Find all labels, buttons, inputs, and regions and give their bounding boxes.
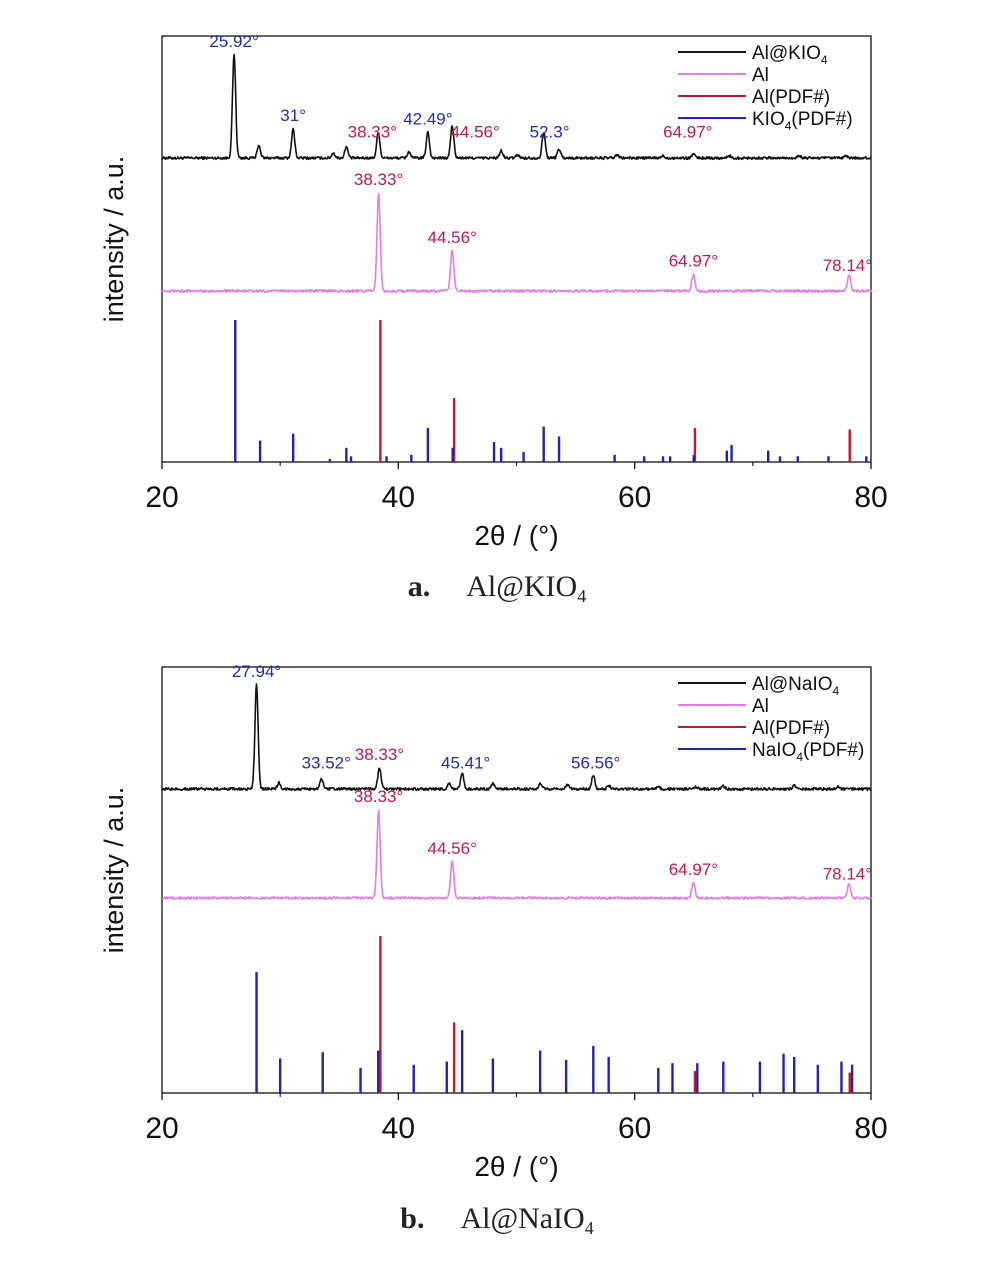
- c2-legend-label: Al@NaIO4: [752, 674, 840, 698]
- c1-peak-annotation: 64.97°: [663, 123, 712, 142]
- c2-peak-annotation: 38.33°: [355, 745, 404, 764]
- c1-peak-annotation: 25.92°: [209, 32, 258, 51]
- c2-peak-annotation: 78.14°: [823, 864, 872, 883]
- c2-peak-annotation: 45.41°: [441, 754, 490, 773]
- c2-peak-annotation: 64.97°: [669, 860, 718, 879]
- xrd-plot-b: 20 40 60 80 2θ / (°) intensity / a.u. 27.94° 33…: [99, 662, 888, 1182]
- c1-legend-label: Al(PDF#): [752, 87, 830, 108]
- c1-peak-annotation: 44.56°: [428, 228, 477, 247]
- c1-peak-annotation: 38.33°: [354, 170, 403, 189]
- caption-a-main: Al@KIO: [466, 570, 578, 603]
- c1-x-tick-label: 40: [382, 481, 415, 514]
- c1-x-tick-label: 60: [618, 481, 651, 514]
- c2-peak-annotation: 44.56°: [428, 839, 477, 858]
- caption-a: a. Al@KIO4: [0, 570, 994, 607]
- c1-peak-annotation: 31°: [280, 106, 306, 125]
- c1-series-pattern-1: [161, 192, 872, 293]
- c1-y-axis-label: intensity / a.u.: [99, 156, 129, 323]
- caption-b-tag: b.: [400, 1202, 425, 1235]
- c1-x-tick-label: 20: [145, 481, 178, 514]
- c2-x-tick-label: 80: [854, 1112, 887, 1145]
- c2-peak-annotation: 33.52°: [302, 754, 351, 773]
- c1-x-tick-label: 80: [854, 481, 887, 514]
- c2-y-axis-label: intensity / a.u.: [99, 787, 129, 954]
- caption-b-sub: 4: [584, 1218, 594, 1238]
- caption-a-tag: a.: [407, 570, 431, 603]
- xrd-plot-a: 20 40 60 80 2θ / (°) intensity / a.u. 25.92° 31…: [99, 32, 888, 551]
- c2-x-tick-label: 20: [145, 1112, 178, 1145]
- caption-a-sub: 4: [577, 586, 587, 606]
- c2-legend-label: Al: [752, 696, 769, 717]
- c1-peak-annotation: 64.97°: [669, 251, 718, 270]
- c1-x-axis-label: 2θ / (°): [474, 520, 558, 551]
- c1-peak-annotation: 38.33°: [348, 123, 397, 142]
- xrd-chart-b: 20 40 60 80 2θ / (°) intensity / a.u. 27.94° 33…: [0, 630, 994, 1261]
- caption-b-main: Al@NaIO: [460, 1202, 585, 1235]
- c2-peak-annotation: 27.94°: [232, 662, 281, 681]
- c1-legend-label: Al@KIO4: [752, 43, 828, 67]
- c2-legend-label: NaIO4(PDF#): [752, 740, 864, 764]
- c2-peak-annotation: 38.33°: [354, 787, 403, 806]
- caption-b: b. Al@NaIO4: [0, 1202, 994, 1239]
- c1-peak-annotation: 44.56°: [450, 123, 499, 142]
- c1-peak-annotation: 42.49°: [403, 109, 452, 128]
- c1-series-pattern-0: [161, 53, 872, 161]
- c1-peak-annotation: 78.14°: [823, 256, 872, 275]
- c2-legend-label: Al(PDF#): [752, 718, 830, 739]
- c1-legend-label: KIO4(PDF#): [752, 109, 853, 133]
- c1-legend-label: Al: [752, 65, 769, 86]
- c2-peak-annotation: 56.56°: [571, 754, 620, 773]
- c1-peak-annotation: 52.3°: [530, 123, 570, 142]
- c2-x-tick-label: 60: [618, 1112, 651, 1145]
- c2-x-tick-label: 40: [382, 1112, 415, 1145]
- c2-series-pattern-1: [161, 809, 872, 900]
- c2-x-axis-label: 2θ / (°): [474, 1151, 558, 1182]
- xrd-chart-a: 20 40 60 80 2θ / (°) intensity / a.u. 25.92° 31…: [0, 0, 994, 620]
- c2-series-pattern-0: [161, 683, 872, 792]
